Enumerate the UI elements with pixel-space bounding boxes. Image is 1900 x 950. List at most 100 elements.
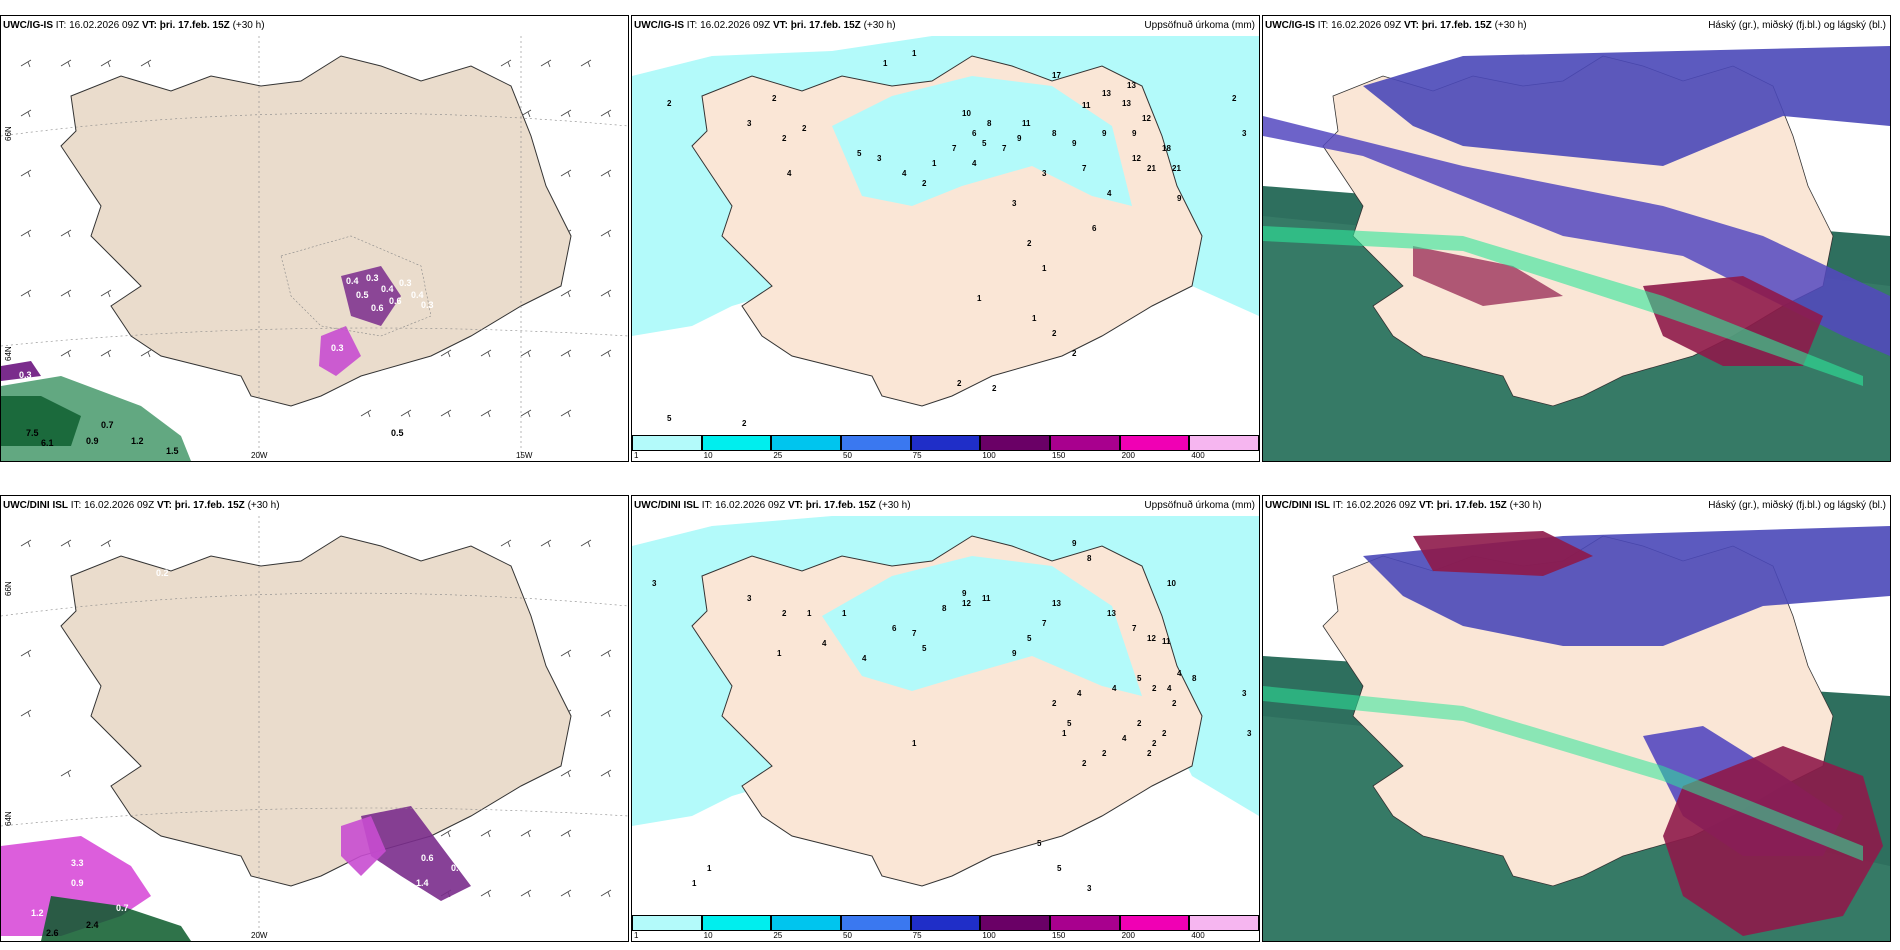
wind-value-labels: 0.2 0.4 0.6 3.3 1.2 2.6 2.4 0.9 0.7 1.4 … <box>31 568 512 938</box>
sea-precip-purple <box>1 361 41 381</box>
svg-text:3: 3 <box>747 594 752 603</box>
svg-text:8: 8 <box>1052 129 1057 138</box>
svg-text:13: 13 <box>1122 99 1131 108</box>
colorbar-swatch <box>632 915 702 931</box>
svg-text:2: 2 <box>667 99 672 108</box>
svg-text:0.4: 0.4 <box>411 290 424 300</box>
svg-text:1: 1 <box>707 864 712 873</box>
svg-text:1: 1 <box>1032 314 1037 323</box>
lat-label-64n: 64N <box>4 346 13 361</box>
svg-text:12: 12 <box>1142 114 1151 123</box>
svg-text:2: 2 <box>992 384 997 393</box>
svg-text:2: 2 <box>742 419 747 428</box>
colorbar-swatch <box>701 435 772 451</box>
svg-text:13: 13 <box>1127 81 1136 90</box>
svg-text:3: 3 <box>1042 169 1047 178</box>
svg-text:11: 11 <box>1082 101 1091 110</box>
colorbar-label: 1 <box>634 451 639 460</box>
svg-text:9: 9 <box>1102 129 1107 138</box>
precip-core-south <box>319 326 361 376</box>
svg-text:4: 4 <box>1122 734 1127 743</box>
colorbar-swatch <box>771 435 842 451</box>
svg-text:18: 18 <box>1162 144 1171 153</box>
svg-text:2: 2 <box>1232 94 1237 103</box>
colorbar-label: 400 <box>1191 451 1205 460</box>
svg-text:3.3: 3.3 <box>71 858 84 868</box>
svg-text:8: 8 <box>987 119 992 128</box>
panel-title: Uppsöfnuð úrkoma (mm) <box>1144 500 1255 511</box>
iceland-landmass <box>60 535 572 887</box>
svg-text:1: 1 <box>807 609 812 618</box>
svg-text:21: 21 <box>1172 164 1181 173</box>
svg-text:0.5: 0.5 <box>356 290 369 300</box>
svg-text:3: 3 <box>747 119 752 128</box>
panel-header: UWC/DINI ISL IT: 16.02.2026 09Z VT: þri.… <box>634 500 911 511</box>
panel-header: UWC/DINI ISL IT: 16.02.2026 09Z VT: þri.… <box>3 500 280 511</box>
colorbar-swatch <box>1189 915 1259 931</box>
svg-text:6: 6 <box>1092 224 1097 233</box>
svg-text:2: 2 <box>1082 759 1087 768</box>
colorbar-label: 10 <box>703 451 713 460</box>
svg-text:5: 5 <box>922 644 927 653</box>
colorbar-label: 25 <box>773 931 783 940</box>
svg-text:5: 5 <box>857 149 862 158</box>
svg-text:9: 9 <box>1012 649 1017 658</box>
colorbar-label: 150 <box>1052 451 1066 460</box>
svg-text:6: 6 <box>892 624 897 633</box>
svg-text:9: 9 <box>1132 129 1137 138</box>
svg-text:7: 7 <box>1002 144 1007 153</box>
panel-top-left: UWC/IG-IS IT: 16.02.2026 09Z VT: þri. 17… <box>0 15 629 462</box>
colorbar-swatch <box>632 435 702 451</box>
svg-text:0.5: 0.5 <box>391 428 404 438</box>
svg-text:8: 8 <box>942 604 947 613</box>
panel-top-right: UWC/IG-IS IT: 16.02.2026 09Z VT: þri. 17… <box>1262 15 1891 462</box>
colorbar-label: 150 <box>1052 931 1066 940</box>
colorbar-swatch <box>1119 435 1190 451</box>
svg-text:0.6: 0.6 <box>371 303 384 313</box>
svg-text:0.9: 0.9 <box>71 878 84 888</box>
precip-core-south <box>361 806 471 901</box>
svg-text:4: 4 <box>787 169 792 178</box>
svg-text:9: 9 <box>1177 194 1182 203</box>
precip-map: 3 3 2 1 1 1 1 4 4 5 6 7 8 9 9 11 12 13 1… <box>632 516 1259 911</box>
svg-text:2: 2 <box>922 179 927 188</box>
colorbar-label: 1 <box>634 931 639 940</box>
colorbar-swatch <box>1050 915 1120 931</box>
svg-text:12: 12 <box>1132 154 1141 163</box>
colorbar-swatch <box>910 915 981 931</box>
colorbar-swatch <box>841 915 911 931</box>
lon-label-20w: 20W <box>251 451 268 460</box>
svg-text:2: 2 <box>772 94 777 103</box>
svg-text:11: 11 <box>1022 119 1031 128</box>
svg-text:2: 2 <box>1152 684 1157 693</box>
svg-text:2: 2 <box>1147 749 1152 758</box>
svg-text:3: 3 <box>1242 129 1247 138</box>
colorbar-swatch <box>910 435 981 451</box>
svg-text:3: 3 <box>877 154 882 163</box>
svg-text:2: 2 <box>957 379 962 388</box>
svg-text:12: 12 <box>1147 634 1156 643</box>
svg-text:1.4: 1.4 <box>416 878 429 888</box>
svg-text:1: 1 <box>1042 264 1047 273</box>
panel-header: UWC/IG-IS IT: 16.02.2026 09Z VT: þri. 17… <box>634 20 896 31</box>
svg-text:9: 9 <box>962 589 967 598</box>
lon-label-20w: 20W <box>251 931 268 940</box>
svg-text:0.6: 0.6 <box>389 296 402 306</box>
svg-text:4: 4 <box>1077 689 1082 698</box>
svg-text:2: 2 <box>1162 729 1167 738</box>
svg-text:8: 8 <box>1192 674 1197 683</box>
colorbar-label: 10 <box>703 931 713 940</box>
colorbar-label: 50 <box>843 931 852 940</box>
svg-text:3: 3 <box>652 579 657 588</box>
colorbar-swatch <box>1119 915 1190 931</box>
svg-text:1: 1 <box>883 59 888 68</box>
precip-value-labels: 3 3 2 1 1 1 1 4 4 5 6 7 8 9 9 11 12 13 1… <box>652 539 1252 893</box>
panel-bottom-right: UWC/DINI ISL IT: 16.02.2026 09Z VT: þri.… <box>1262 495 1891 942</box>
colorbar-swatch <box>701 915 772 931</box>
panel-header: UWC/IG-IS IT: 16.02.2026 09Z VT: þri. 17… <box>1265 20 1527 31</box>
svg-text:5: 5 <box>667 414 672 423</box>
svg-text:4: 4 <box>1177 669 1182 678</box>
colorbar-label: 100 <box>982 931 996 940</box>
svg-text:0.7: 0.7 <box>101 420 114 430</box>
graticule <box>1 36 628 461</box>
